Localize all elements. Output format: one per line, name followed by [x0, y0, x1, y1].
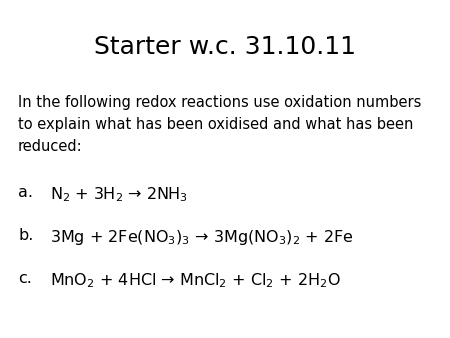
Text: In the following redox reactions use oxidation numbers
to explain what has been : In the following redox reactions use oxi… — [18, 95, 421, 154]
Text: c.: c. — [18, 271, 32, 286]
Text: b.: b. — [18, 228, 33, 243]
Text: N$_{\mathregular{2}}$ + 3H$_{\mathregular{2}}$ → 2NH$_{\mathregular{3}}$: N$_{\mathregular{2}}$ + 3H$_{\mathregula… — [50, 185, 188, 204]
Text: MnO$_{\mathregular{2}}$ + 4HCl → MnCl$_{\mathregular{2}}$ + Cl$_{\mathregular{2}: MnO$_{\mathregular{2}}$ + 4HCl → MnCl$_{… — [50, 271, 341, 290]
Text: 3Mg + 2Fe(NO$_{\mathregular{3}}$)$_{\mathregular{3}}$ → 3Mg(NO$_{\mathregular{3}: 3Mg + 2Fe(NO$_{\mathregular{3}}$)$_{\mat… — [50, 228, 354, 247]
Text: a.: a. — [18, 185, 33, 200]
Text: Starter w.c. 31.10.11: Starter w.c. 31.10.11 — [94, 35, 356, 59]
